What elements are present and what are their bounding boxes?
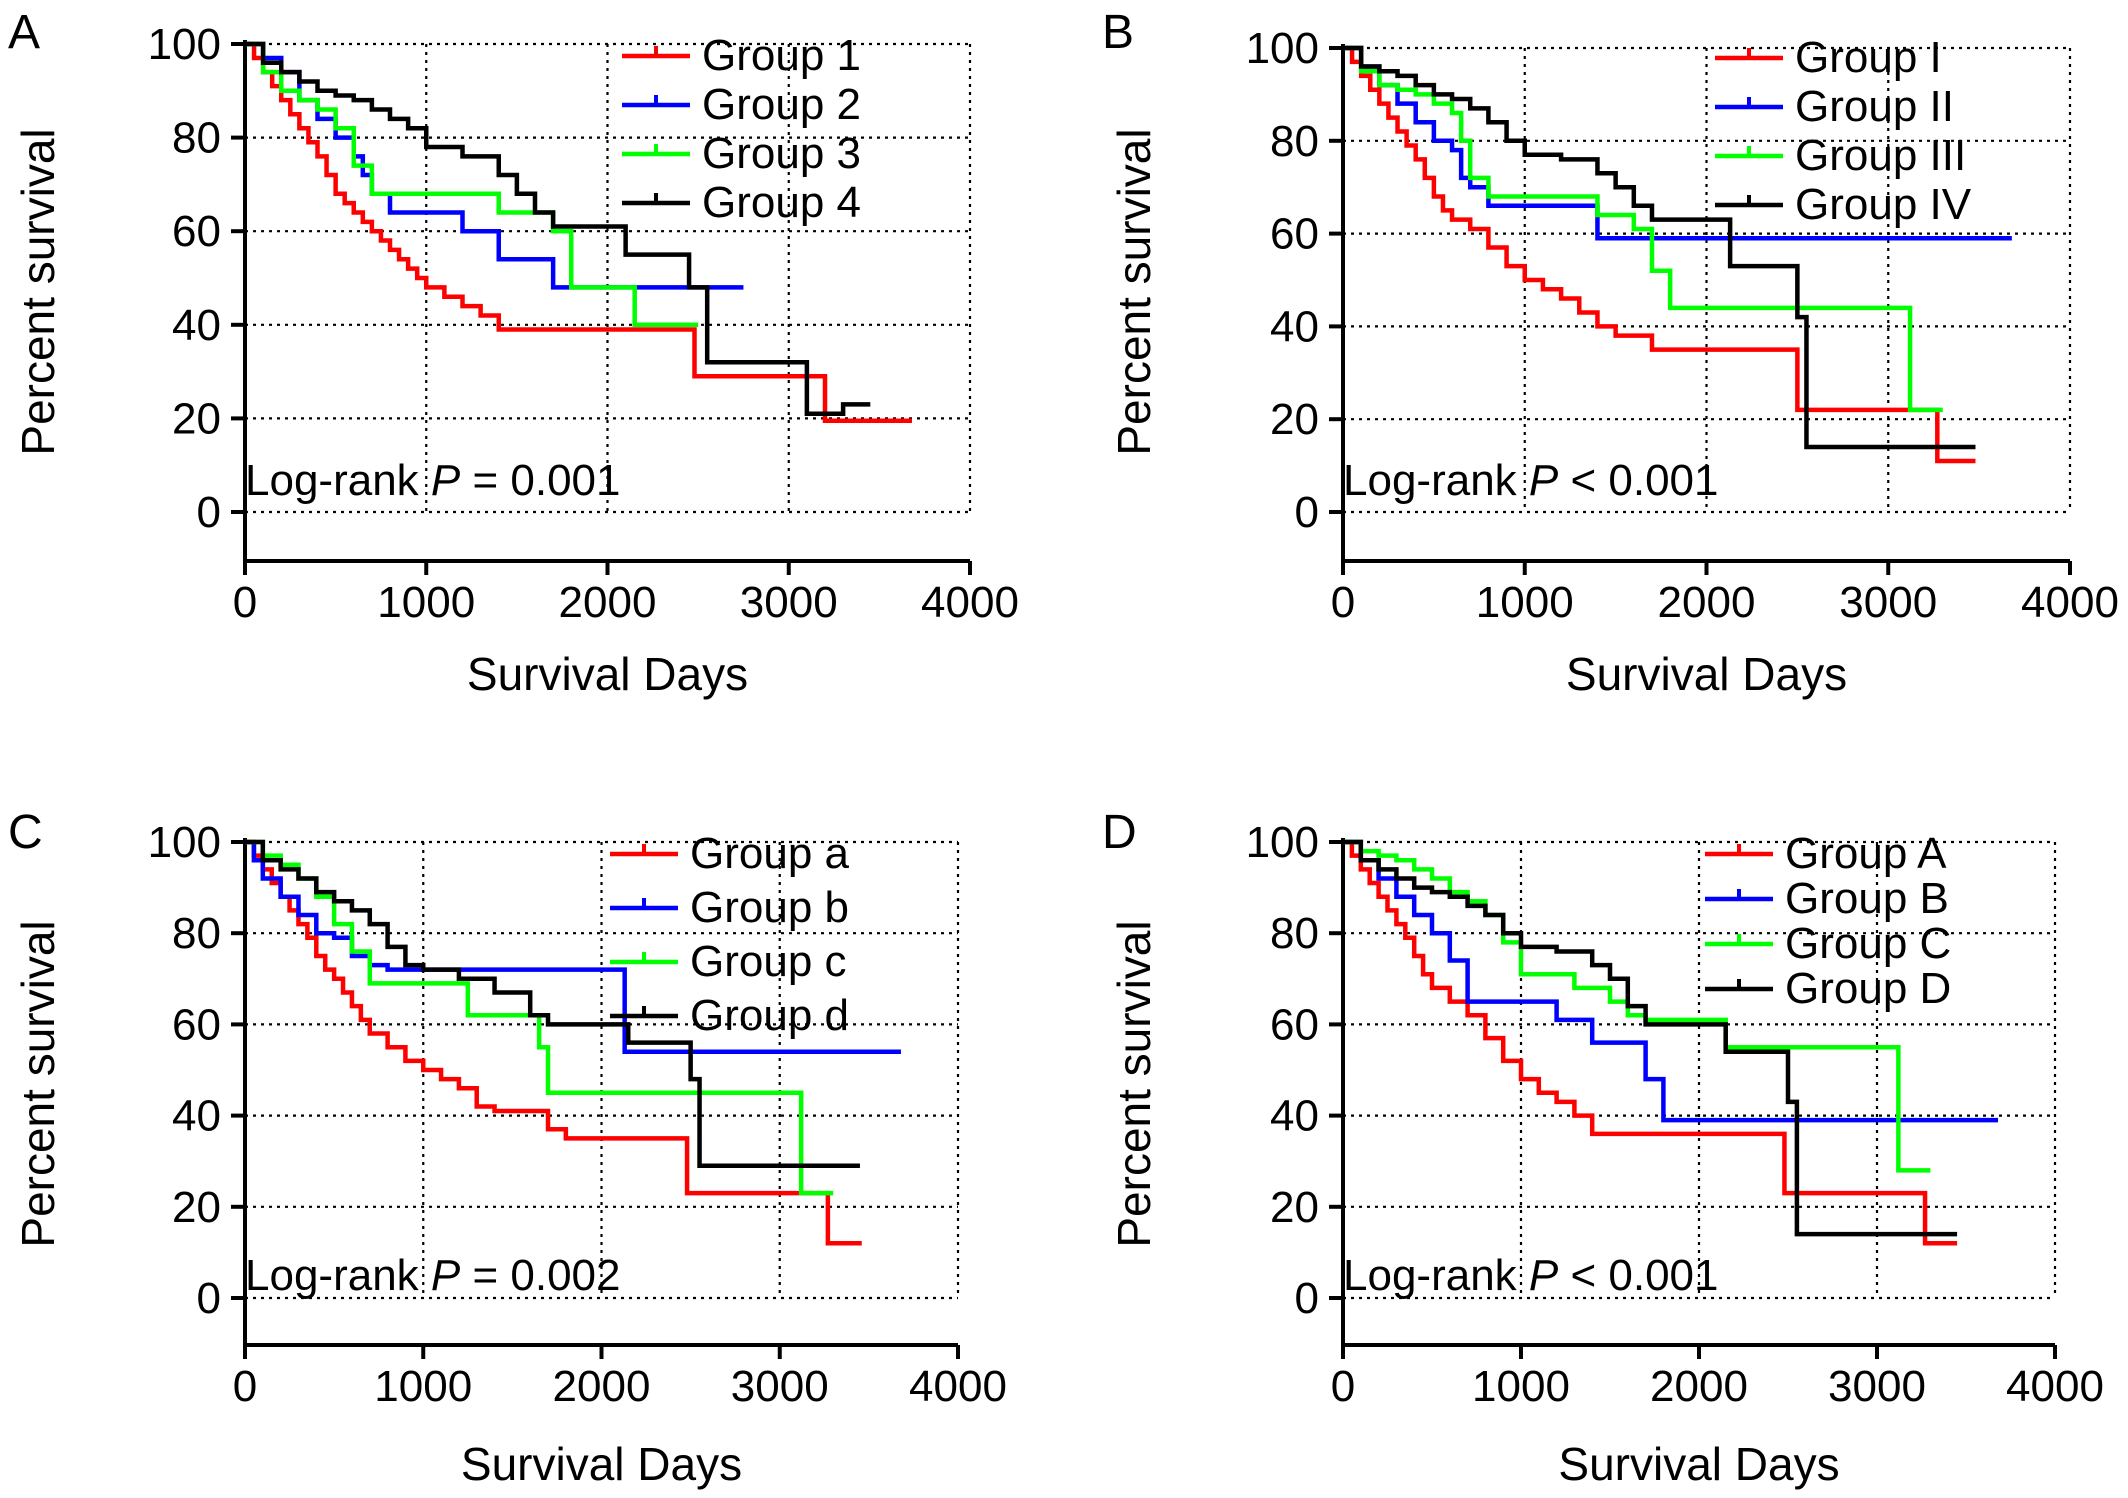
y-axis-title: Percent survival xyxy=(12,128,64,455)
x-tick-label: 0 xyxy=(233,1362,257,1411)
legend-label: Group C xyxy=(1785,919,1951,968)
legend-label: Group IV xyxy=(1795,180,1972,229)
x-tick-label: 3000 xyxy=(1839,578,1937,627)
panel-letter: D xyxy=(1102,806,1137,859)
x-tick-label: 3000 xyxy=(731,1362,829,1411)
log-rank-annotation: Log-rank P < 0.001 xyxy=(1343,456,1719,505)
x-tick-label: 4000 xyxy=(921,578,1019,627)
series-line-group-3 xyxy=(245,41,699,328)
legend-label: Group c xyxy=(690,937,847,986)
grid xyxy=(1343,46,2072,514)
x-tick-label: 3000 xyxy=(740,578,838,627)
x-tick-label: 1000 xyxy=(1472,1362,1570,1411)
y-tick-label: 60 xyxy=(1270,210,1319,259)
y-tick-label: 80 xyxy=(172,114,221,163)
legend-label: Group 3 xyxy=(702,129,861,178)
x-tick-label: 0 xyxy=(1331,578,1355,627)
x-tick-label: 2000 xyxy=(1658,578,1756,627)
x-axis-title: Survival Days xyxy=(461,1438,742,1490)
x-tick-label: 1000 xyxy=(374,1362,472,1411)
y-tick-label: 60 xyxy=(172,1000,221,1049)
y-tick-label: 40 xyxy=(1270,1092,1319,1141)
y-tick-label: 20 xyxy=(1270,395,1319,444)
series-line-group-1 xyxy=(245,41,912,423)
series-line-group-a xyxy=(1343,839,1958,1246)
series-line-group-iv xyxy=(1343,45,1976,450)
x-tick-label: 0 xyxy=(233,578,257,627)
log-rank-annotation: Log-rank P = 0.002 xyxy=(245,1251,621,1300)
x-tick-label: 3000 xyxy=(1828,1362,1926,1411)
x-tick-label: 1000 xyxy=(1476,578,1574,627)
y-tick-label: 100 xyxy=(148,818,221,867)
y-tick-label: 80 xyxy=(1270,117,1319,166)
y-tick-label: 40 xyxy=(1270,302,1319,351)
legend-label: Group 1 xyxy=(702,31,861,80)
y-tick-label: 60 xyxy=(1270,1000,1319,1049)
legend-label: Group d xyxy=(690,991,849,1040)
y-tick-label: 100 xyxy=(148,20,221,69)
series-line-group-iii xyxy=(1343,45,1943,413)
x-tick-label: 2000 xyxy=(553,1362,651,1411)
series-line-group-c xyxy=(245,839,834,1196)
x-axis-title: Survival Days xyxy=(1558,1438,1839,1490)
grid xyxy=(1343,840,2057,1300)
y-tick-label: 80 xyxy=(1270,909,1319,958)
panel-letter: A xyxy=(8,6,40,59)
log-rank-annotation: Log-rank P < 0.001 xyxy=(1343,1251,1719,1300)
x-axis-title: Survival Days xyxy=(1566,648,1847,700)
y-tick-label: 40 xyxy=(172,1092,221,1141)
legend-label: Group b xyxy=(690,883,849,932)
log-rank-annotation: Log-rank P = 0.001 xyxy=(245,456,621,505)
x-tick-label: 2000 xyxy=(559,578,657,627)
y-axis-title: Percent survival xyxy=(1108,128,1160,455)
legend-label: Group B xyxy=(1785,874,1949,923)
x-tick-label: 4000 xyxy=(909,1362,1007,1411)
y-tick-label: 20 xyxy=(172,1183,221,1232)
x-tick-label: 4000 xyxy=(2021,578,2119,627)
legend-label: Group A xyxy=(1785,829,1947,878)
y-tick-label: 0 xyxy=(197,488,221,537)
panel-letter: B xyxy=(1102,6,1134,59)
y-tick-label: 100 xyxy=(1246,818,1319,867)
series-line-group-2 xyxy=(245,41,744,290)
series-line-group-i xyxy=(1343,45,1976,464)
x-tick-label: 2000 xyxy=(1650,1362,1748,1411)
legend-label: Group III xyxy=(1795,131,1966,180)
legend-label: Group a xyxy=(690,829,850,878)
series-line-group-4 xyxy=(245,41,871,416)
y-axis-title: Percent survival xyxy=(12,920,64,1247)
y-tick-label: 40 xyxy=(172,301,221,350)
y-tick-label: 60 xyxy=(172,207,221,256)
x-tick-label: 1000 xyxy=(377,578,475,627)
series-line-group-d xyxy=(1343,839,1958,1237)
legend-label: Group II xyxy=(1795,82,1954,131)
y-tick-label: 80 xyxy=(172,909,221,958)
y-tick-label: 20 xyxy=(172,394,221,443)
grid xyxy=(245,840,960,1300)
panel-letter: C xyxy=(8,806,43,859)
y-tick-label: 0 xyxy=(1295,1274,1319,1323)
legend-label: Group I xyxy=(1795,33,1942,82)
legend-label: Group D xyxy=(1785,964,1951,1013)
series-line-group-b xyxy=(245,839,901,1055)
y-tick-label: 0 xyxy=(1295,488,1319,537)
y-tick-label: 100 xyxy=(1246,24,1319,73)
x-axis-title: Survival Days xyxy=(467,648,748,700)
legend-label: Group 4 xyxy=(702,178,861,227)
y-tick-label: 0 xyxy=(197,1274,221,1323)
x-tick-label: 0 xyxy=(1331,1362,1355,1411)
grid xyxy=(245,42,972,514)
y-tick-label: 20 xyxy=(1270,1183,1319,1232)
legend-label: Group 2 xyxy=(702,80,861,129)
series-line-group-d xyxy=(245,839,860,1169)
series-line-group-b xyxy=(1343,839,1999,1123)
y-axis-title: Percent survival xyxy=(1108,920,1160,1247)
x-tick-label: 4000 xyxy=(2006,1362,2104,1411)
